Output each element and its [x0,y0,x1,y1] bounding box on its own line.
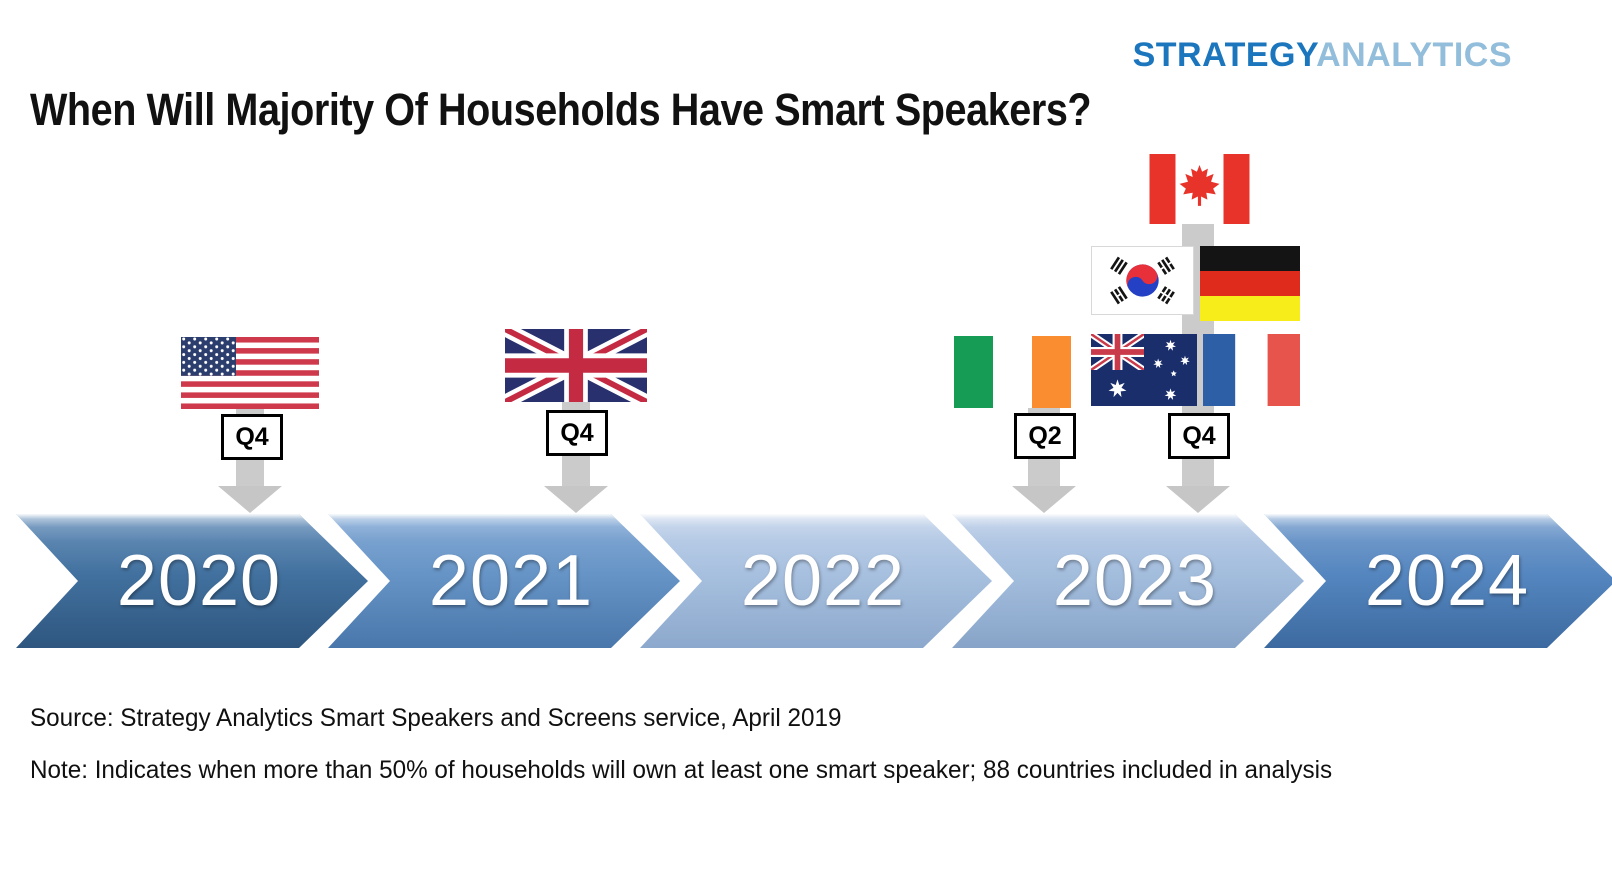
group2023-quarter-box: Q4 [1168,413,1230,459]
ireland-flag [954,336,1071,408]
timeline-chevron-2021: 2021 [328,514,680,648]
ireland-quarter-box: Q2 [1014,413,1076,459]
year-label-2020: 2020 [116,541,282,621]
timeline-chevron-2024: 2024 [1264,514,1612,648]
logo-analytics: ANALYTICS [1316,36,1512,74]
united-states-flag [181,337,319,409]
uk-arrow-icon [544,486,608,513]
year-label-2022: 2022 [740,541,906,621]
france-flag [1203,334,1300,406]
canada-flag [1149,154,1250,224]
year-label-2021: 2021 [428,541,594,621]
group2023-arrow-icon [1166,486,1230,513]
page-title: When Will Majority Of Households Have Sm… [30,84,1092,135]
timeline-chevron-2020: 2020 [16,514,368,648]
us-arrow-icon [218,486,282,513]
strategy-analytics-logo: STRATEGYANALYTICS [1100,36,1512,75]
source-note: Source: Strategy Analytics Smart Speaker… [30,704,842,732]
germany-flag [1200,246,1300,321]
ireland-quarter-label: Q2 [1028,421,1062,450]
us-quarter-label: Q4 [235,422,269,451]
year-label-2024: 2024 [1364,541,1530,621]
uk-quarter-label: Q4 [560,418,594,447]
uk-quarter-box: Q4 [546,410,608,456]
united-kingdom-flag [505,329,647,402]
australia-flag [1091,334,1197,406]
logo-strategy: STRATEGY [1132,36,1317,74]
timeline-chevron-2023: 2023 [952,514,1304,648]
timeline-chevron-2022: 2022 [640,514,992,648]
us-quarter-box: Q4 [221,414,283,460]
group2023-quarter-label: Q4 [1182,421,1216,450]
year-label-2023: 2023 [1052,541,1218,621]
south-korea-flag [1091,246,1194,315]
ireland-arrow-icon [1012,486,1076,513]
analysis-note: Note: Indicates when more than 50% of ho… [30,756,1333,784]
